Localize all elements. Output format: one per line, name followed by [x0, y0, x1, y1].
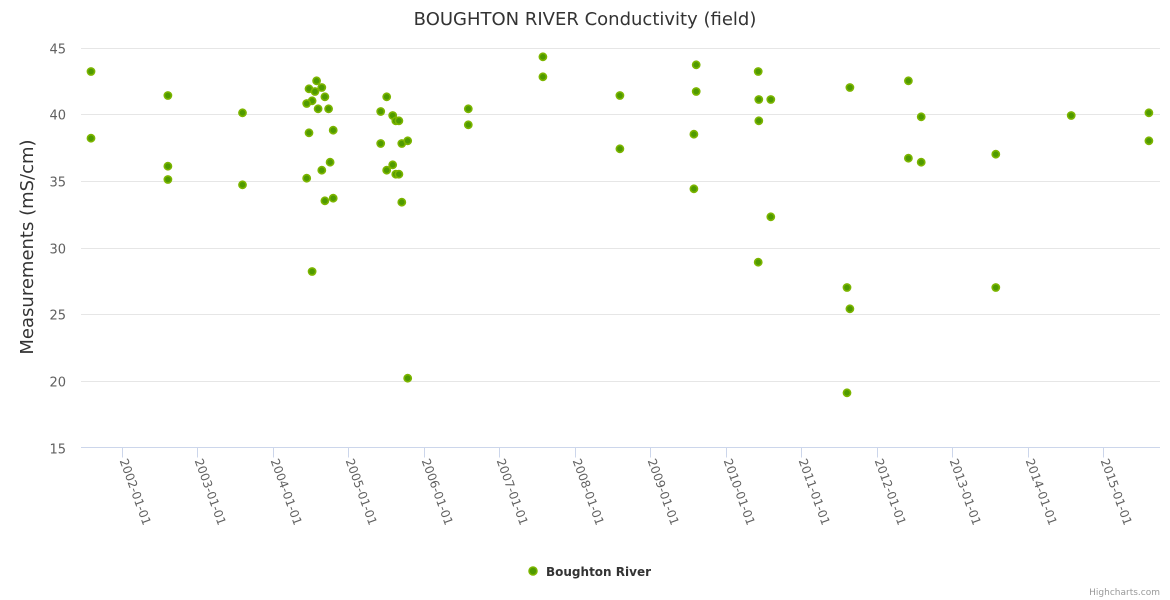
data-point[interactable]	[313, 104, 323, 114]
data-point[interactable]	[324, 104, 333, 114]
y-axis-ticks: 15 20 25 30 35 40 45	[49, 43, 66, 458]
data-point[interactable]	[904, 153, 913, 163]
gridlines	[81, 48, 1160, 382]
y-tick-label: 15	[49, 443, 66, 458]
data-point[interactable]	[916, 112, 926, 122]
data-point[interactable]	[325, 157, 335, 167]
data-point[interactable]	[754, 116, 764, 126]
y-tick-label: 20	[49, 376, 66, 391]
data-point[interactable]	[163, 175, 173, 184]
data-point[interactable]	[328, 125, 338, 135]
data-point[interactable]	[86, 67, 96, 76]
data-point[interactable]	[615, 144, 625, 154]
data-point[interactable]	[689, 184, 699, 194]
data-point[interactable]	[845, 304, 855, 314]
data-point[interactable]	[163, 161, 173, 171]
data-point[interactable]	[842, 283, 852, 292]
legend-marker	[528, 566, 538, 576]
data-point[interactable]	[538, 52, 548, 62]
data-point[interactable]	[163, 91, 173, 100]
data-point[interactable]	[382, 165, 392, 175]
data-point[interactable]	[991, 283, 1001, 292]
data-point[interactable]	[317, 83, 327, 92]
data-point[interactable]	[1144, 136, 1154, 146]
data-point[interactable]	[376, 139, 386, 148]
data-point[interactable]	[1144, 108, 1154, 118]
data-point[interactable]	[388, 160, 398, 170]
data-point[interactable]	[328, 193, 338, 203]
data-point[interactable]	[766, 212, 776, 222]
data-point[interactable]	[382, 92, 392, 102]
data-point[interactable]	[538, 72, 548, 82]
data-point[interactable]	[904, 76, 913, 86]
data-point[interactable]	[312, 76, 321, 86]
data-point[interactable]	[845, 83, 855, 92]
data-point[interactable]	[304, 128, 314, 138]
credits-link[interactable]: Highcharts.com	[1089, 588, 1160, 598]
data-point[interactable]	[320, 196, 330, 206]
data-point[interactable]	[394, 169, 404, 179]
data-point[interactable]	[754, 95, 764, 104]
y-tick-label: 45	[49, 43, 66, 58]
data-point[interactable]	[766, 95, 776, 104]
data-point[interactable]	[689, 129, 699, 139]
data-point[interactable]	[317, 165, 327, 175]
data-point[interactable]	[463, 104, 473, 114]
legend[interactable]: Boughton River	[528, 565, 651, 579]
legend-item-boughton-river[interactable]: Boughton River	[528, 565, 651, 579]
data-point[interactable]	[403, 136, 413, 146]
series-boughton-river[interactable]	[86, 52, 1154, 398]
data-point[interactable]	[691, 60, 701, 70]
data-point[interactable]	[1066, 111, 1076, 120]
chart-title: BOUGHTON RIVER Conductivity (field)	[414, 9, 757, 30]
y-tick-label: 35	[49, 176, 66, 191]
data-point[interactable]	[86, 133, 96, 143]
data-point[interactable]	[397, 197, 407, 207]
y-tick-label: 40	[49, 109, 66, 124]
data-point[interactable]	[320, 92, 330, 102]
data-point[interactable]	[691, 87, 701, 96]
data-point[interactable]	[403, 373, 413, 383]
data-point[interactable]	[310, 87, 320, 96]
data-point[interactable]	[991, 149, 1001, 159]
data-point[interactable]	[376, 107, 386, 116]
data-point[interactable]	[615, 91, 625, 100]
y-tick-label: 30	[49, 243, 66, 258]
data-point[interactable]	[916, 157, 926, 167]
data-point[interactable]	[842, 388, 852, 398]
data-point[interactable]	[307, 267, 317, 276]
data-point[interactable]	[753, 67, 763, 76]
y-axis-label: Measurements (mS/cm)	[17, 139, 38, 354]
data-point[interactable]	[302, 173, 312, 183]
data-point[interactable]	[463, 120, 473, 130]
data-point[interactable]	[753, 257, 763, 267]
data-point[interactable]	[238, 108, 247, 118]
data-point[interactable]	[238, 180, 247, 190]
y-tick-label: 25	[49, 309, 66, 324]
data-point[interactable]	[302, 99, 312, 108]
legend-label[interactable]: Boughton River	[546, 565, 651, 579]
data-point[interactable]	[394, 116, 404, 126]
